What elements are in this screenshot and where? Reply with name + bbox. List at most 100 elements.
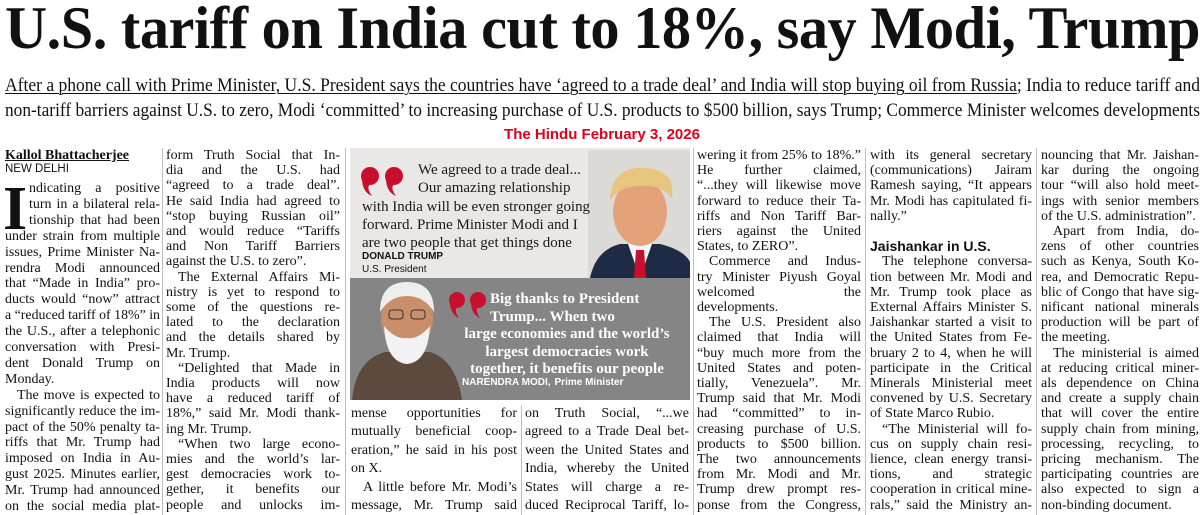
quote-dot	[361, 167, 379, 185]
text-line: ing Mr. Trump.	[166, 421, 252, 437]
text-line: “stop buying Russian oil”	[166, 208, 340, 224]
column-rules	[162, 148, 1037, 515]
text-line: “Delighted that Made in	[178, 360, 340, 376]
quote-dot	[449, 292, 465, 308]
text-line: ings with senior members	[1041, 193, 1199, 209]
text-line: and would reduce “Tariffs	[166, 224, 340, 239]
text-line: the U.S., after a telephonic	[5, 324, 160, 340]
quote-tail	[362, 178, 372, 196]
text-line: duced Reciprocal Tariff, lo-	[525, 498, 689, 513]
text-line: on X.	[351, 461, 383, 477]
text-line: mense opportunities for	[351, 406, 517, 421]
text-line: pricing mechanism. The	[1041, 452, 1199, 467]
quote-line: Big thanks to President	[490, 291, 640, 307]
text-line: Trump said that Mr. Modi	[697, 391, 861, 407]
face	[613, 178, 667, 246]
text-line: tions, and strategic	[870, 467, 1032, 483]
quote-dot	[470, 292, 486, 308]
quote-tail	[471, 302, 480, 318]
quote-role: Prime Minister	[554, 377, 624, 388]
text-line: participate in the Critical	[870, 360, 1032, 376]
text-line: (communications) Jairam	[870, 163, 1032, 179]
quote-mark	[449, 292, 486, 318]
text-line: Monday.	[5, 371, 55, 387]
text-line: Apart from India, do-	[1053, 224, 1199, 239]
text-line: Mr. Trump took place as	[870, 284, 1032, 300]
headline: U.S. tariff on India cut to 18%, say Mod…	[5, 0, 1200, 61]
text-line: Mr. Trump.	[166, 345, 231, 361]
text-line: The External Affairs Mi-	[178, 269, 340, 285]
text-line: riers against the United	[697, 224, 861, 239]
text-line: ponse from the Congress,	[697, 497, 861, 513]
text-line: pact of the 50% penalty ta-	[5, 419, 160, 435]
quote-tail	[386, 178, 396, 196]
text-line: The move is expected to	[17, 387, 160, 403]
text-line: and the details shared by	[166, 330, 340, 346]
quote-line: forward. Prime Minister Modi and I	[362, 216, 578, 233]
text-line: “...they will likewise move	[697, 178, 861, 194]
text-line: with its general secretary	[870, 148, 1032, 163]
text-line: zens of other countries	[1041, 239, 1199, 255]
text-line: India products will now	[166, 376, 340, 391]
text-line: kar during the ongoing	[1041, 163, 1199, 179]
modi-photo	[352, 282, 462, 400]
text-line: wering it from 25% to 18%.”	[697, 148, 861, 163]
text-line: dent Donald Trump on	[5, 355, 160, 371]
text-line: ween the United States and	[525, 442, 689, 458]
text-line: conversation with Presi-	[5, 340, 160, 355]
face	[381, 286, 433, 350]
subheading: Jaishankar in U.S.	[870, 238, 991, 255]
quote-dot	[385, 167, 403, 185]
text-line: mies and the world’s lar-	[166, 452, 340, 467]
deck-line: After a phone call with Prime Minister, …	[5, 74, 1200, 98]
text-line: Minerals Ministerial meet	[870, 376, 1032, 391]
text-line: blic of Congo that have sig-	[1041, 284, 1199, 300]
text-line: lience, clean energy transi-	[870, 452, 1032, 467]
text-line: Trump drew prompt res-	[697, 482, 861, 498]
quote-line: We agreed to a trade deal...	[418, 162, 581, 178]
quote-mark	[361, 167, 403, 196]
quote-line: largest democracies work	[485, 343, 649, 360]
quote-role: U.S. President	[362, 264, 427, 275]
text-line: non-binding document.	[1041, 497, 1172, 513]
text-line: participating countries are	[1041, 467, 1199, 483]
text-line: ndicating a positive	[29, 181, 160, 196]
text-line: Mr. Trump had announced	[5, 483, 160, 499]
text-line: He further claimed,	[697, 163, 861, 179]
quote-name: NARENDRA MODI,	[462, 377, 551, 388]
text-line: riffs and Non Tariff Bar-	[697, 208, 861, 224]
text-line: agreed to a Trade Deal bet-	[525, 424, 689, 440]
text-line: that will cover the entire	[1041, 406, 1199, 422]
text-line: “When two large econo-	[178, 436, 340, 452]
text-line: imposed on India in Au-	[5, 451, 160, 467]
text-line: products to $500 billion.	[697, 436, 861, 452]
text-line: tour “will also hold meet-	[1041, 178, 1199, 194]
quote-line: Our amazing relationship	[418, 180, 571, 197]
text-line: processing, recycling, to	[1041, 436, 1199, 452]
text-line: cooperation in critical mine-	[870, 482, 1032, 498]
text-line: that “Made in India” pro-	[5, 276, 160, 292]
quote-line: with India will be even stronger going	[362, 198, 590, 215]
text-line: nouncing that Mr. Jaishan-	[1041, 148, 1199, 163]
text-line: rendra Modi announced	[5, 260, 160, 276]
text-line: mutually beneficial coop-	[351, 424, 517, 440]
text-line: a “reduced tariff of 18%” in	[5, 308, 160, 324]
text-line: such as Kenya, South Ko-	[1041, 254, 1199, 270]
text-line: gether, it benefits our	[166, 482, 340, 498]
text-line: Ramesh saying, “It appears	[870, 178, 1032, 194]
text-line: India, whereby the United	[525, 461, 689, 477]
trump-photo	[588, 150, 690, 278]
text-line: at reducing critical miner-	[1041, 360, 1199, 376]
text-line: nistry is yet to respond to	[166, 284, 340, 300]
text-line: convened by U.S. Secretary	[870, 391, 1032, 407]
text-line: have a reduced tariff of	[166, 391, 340, 407]
text-line: “agreed to a trade deal”.	[166, 178, 340, 194]
quote-name: DONALD TRUMP	[362, 251, 444, 262]
text-line: cus on supply chain resi-	[870, 436, 1032, 452]
text-line: and create a supply chain	[1041, 391, 1199, 407]
text-line: United States and poten-	[697, 360, 861, 376]
text-line: External Affairs Minister S.	[870, 300, 1032, 315]
text-line: production will be part of	[1041, 315, 1199, 331]
tie	[634, 250, 646, 278]
